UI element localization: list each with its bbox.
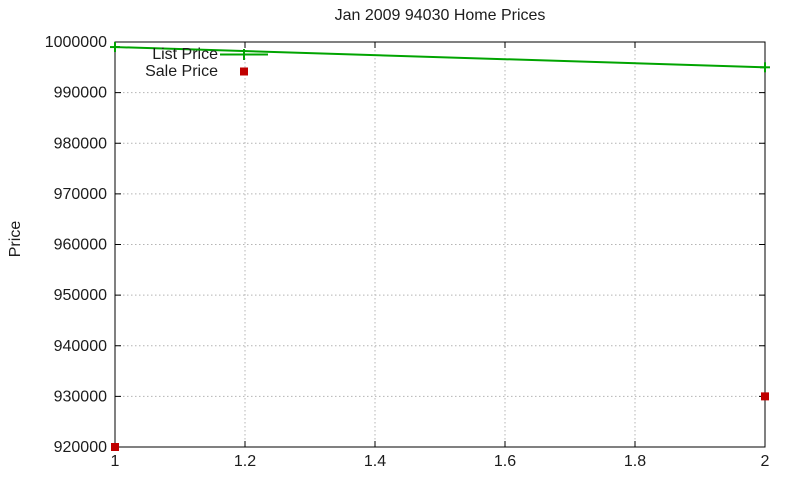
x-tick-label: 1.6 [494,453,516,470]
x-tick-label: 1.8 [624,453,646,470]
square-marker-data-point [761,392,769,401]
y-tick-label: 920000 [54,439,107,456]
legend-item-sale-price: Sale Price [113,63,268,80]
x-tick-label: 1.2 [234,453,256,470]
series-line-list-price [114,46,766,69]
legend-label: Sale Price [145,63,218,80]
legend-label: List Price [152,46,218,63]
y-tick-label: 930000 [54,388,107,405]
legend: List Price Sale Price [113,46,268,80]
x-tick-label: 1.4 [364,453,386,470]
y-tick-label: 940000 [54,338,107,355]
x-tick-label: 2 [761,453,770,470]
y-axis-label: Price [7,220,24,258]
y-tick-label: 980000 [54,135,107,152]
y-tick-label: 960000 [54,237,107,254]
y-tick-label: 990000 [54,85,107,102]
x-tick-label: 1 [111,453,120,470]
y-tick-label: 950000 [54,287,107,304]
square-marker-icon [220,63,268,80]
y-tick-label: 1000000 [45,34,107,51]
square-marker-data-point [111,443,119,451]
line-plus-marker-icon [220,46,268,63]
legend-item-list-price: List Price [113,46,268,63]
y-tick-label: 970000 [54,186,107,203]
chart-title: Jan 2009 94030 Home Prices [334,7,546,24]
